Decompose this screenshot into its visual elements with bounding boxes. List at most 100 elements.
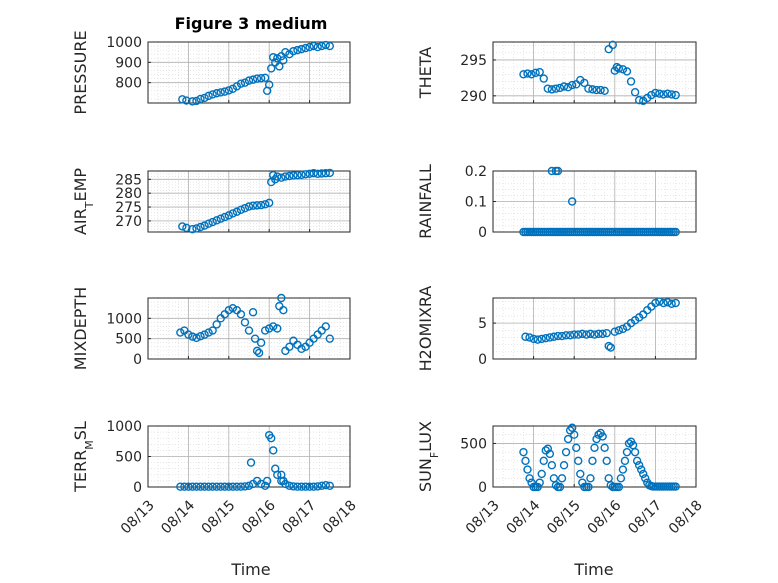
data-point [289, 46, 298, 56]
data-point [212, 320, 221, 329]
data-point [630, 447, 640, 457]
subplot-grid: 800 900 1000 PRESSURE 290 295 THETA 27027528028… [71, 30, 706, 537]
x-tick-label: 08/16 [239, 497, 279, 537]
y-tick-label: 1000 [106, 419, 142, 435]
data-point [570, 430, 579, 439]
data-point [600, 443, 609, 452]
data-point [317, 481, 326, 490]
data-point [260, 200, 270, 209]
data-point [598, 329, 607, 339]
data-point [275, 62, 284, 71]
data-point [224, 211, 234, 220]
data-point [269, 322, 278, 331]
data-point [543, 444, 553, 453]
data-point [547, 85, 557, 94]
data-point [196, 222, 205, 232]
data-point [178, 222, 187, 231]
data-point [553, 166, 563, 176]
data-point [212, 89, 221, 98]
data-point [539, 74, 548, 83]
data-point [321, 480, 330, 490]
data-point [192, 96, 201, 106]
data-point [671, 227, 680, 237]
y-tick-label: 1000 [106, 311, 142, 327]
data-point [600, 86, 609, 96]
data-point [557, 331, 567, 341]
data-point [224, 86, 234, 95]
data-point [545, 333, 555, 342]
subplot-rainfall: 0 0.1 0.2 RAINFALL [416, 164, 697, 241]
y-tick-label: 0 [478, 225, 487, 241]
data-point [624, 439, 634, 448]
data-point [667, 90, 676, 99]
data-point [561, 447, 571, 457]
data-point [216, 482, 225, 491]
x-tick-label: 08/15 [199, 497, 239, 537]
data-point [574, 330, 583, 339]
data-point [200, 93, 209, 103]
data-point [321, 322, 330, 331]
subplot-theta: 290 295 THETA [416, 40, 697, 106]
data-point [618, 324, 628, 334]
data-point [267, 64, 276, 73]
data-point [592, 85, 601, 95]
data-point [204, 328, 213, 337]
data-point [236, 482, 246, 491]
data-point [659, 90, 668, 99]
data-point [563, 434, 573, 444]
data-point [671, 482, 680, 491]
data-point [539, 456, 548, 466]
data-point [588, 456, 597, 466]
data-point [182, 96, 191, 105]
data-point [325, 41, 334, 51]
y-axis-label: PRESSURE [71, 30, 90, 114]
y-tick-label: 0.1 [465, 195, 487, 211]
data-point [232, 482, 242, 491]
data-point [265, 324, 274, 333]
data-point [663, 89, 672, 98]
data-point [252, 74, 262, 83]
data-point [228, 209, 238, 218]
data-point [317, 41, 326, 51]
data-point [659, 298, 668, 308]
data-point [636, 465, 646, 474]
data-point [622, 447, 632, 457]
data-point [553, 331, 563, 341]
y-axis-label: SUNFLUX [416, 421, 441, 492]
data-point [204, 219, 213, 228]
y-tick-label: 900 [115, 55, 142, 71]
data-point [204, 482, 213, 491]
data-point [309, 169, 318, 178]
data-point [321, 169, 330, 178]
data-point [200, 221, 209, 230]
data-point [273, 172, 282, 181]
data-point [248, 308, 258, 317]
data-point [639, 469, 648, 479]
data-point [196, 332, 205, 341]
data-point [590, 443, 599, 452]
data-point [196, 94, 205, 104]
data-point [260, 73, 270, 82]
data-point [537, 469, 546, 479]
data-point [293, 482, 302, 491]
data-point [313, 42, 322, 52]
axes-box [492, 425, 697, 488]
data-point [305, 482, 314, 491]
data-point [557, 474, 567, 483]
data-point [651, 298, 660, 308]
data-point [305, 169, 314, 178]
data-point [602, 328, 611, 338]
data-point [208, 217, 217, 227]
data-point [313, 169, 322, 178]
y-tick-label: 500 [460, 436, 487, 452]
data-point [269, 170, 278, 180]
data-point [555, 83, 565, 93]
axes-box [147, 170, 351, 233]
data-point [531, 68, 540, 78]
data-point [178, 95, 187, 104]
data-point [588, 85, 597, 94]
data-point [551, 84, 561, 93]
data-point [224, 482, 234, 491]
data-point [256, 73, 266, 83]
data-point [561, 331, 571, 340]
